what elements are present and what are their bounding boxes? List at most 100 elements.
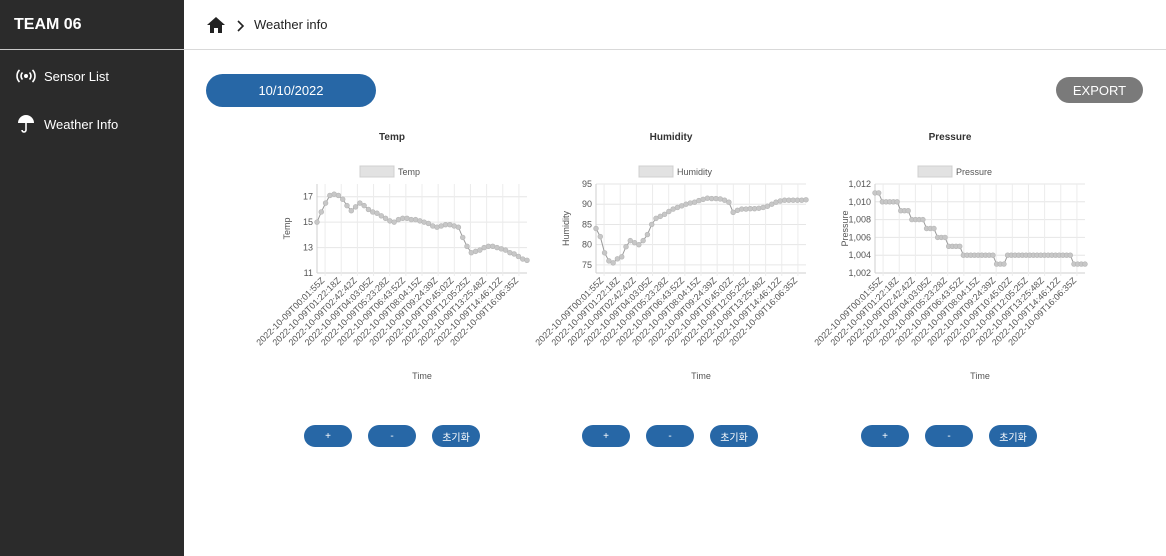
pressure-chart: Pressure Pressure 1,012 1,010 1,008 1,006 1,00… bbox=[812, 126, 1088, 386]
temp-data-point bbox=[314, 219, 320, 225]
sidebar-item-sensor-list[interactable]: Sensor List bbox=[0, 52, 184, 100]
humidity-data-point bbox=[597, 233, 603, 240]
temp-data-point bbox=[318, 209, 324, 215]
pressure-data-point bbox=[957, 243, 963, 250]
y-tick-label: 1,010 bbox=[848, 197, 871, 207]
temp-data-point bbox=[515, 253, 522, 260]
sidebar-item-label: Sensor List bbox=[44, 68, 110, 84]
x-axis-label: Time bbox=[691, 371, 711, 381]
chart-svg: HumidityHumidity95908580752022-10-09T00:… bbox=[533, 132, 809, 381]
temp-data-point bbox=[357, 200, 363, 206]
temp-chart: Temp Temp 17 15 13 11 2022-10-09T00:01:55Z 2022… bbox=[254, 126, 530, 386]
y-tick-label: 1,006 bbox=[848, 232, 871, 242]
humidity-data-point bbox=[803, 197, 809, 203]
humidity-data-point bbox=[653, 215, 659, 222]
pressure-data-point bbox=[1001, 261, 1007, 267]
y-tick-label: 90 bbox=[582, 199, 592, 209]
temp-data-point bbox=[340, 196, 346, 202]
y-tick-label: 1,008 bbox=[848, 215, 871, 225]
pressure-data-point bbox=[894, 199, 900, 205]
humidity-reset-button[interactable]: 초기화 bbox=[710, 425, 758, 447]
temp-data-point bbox=[502, 247, 509, 253]
date-picker-button[interactable]: 10/10/2022 bbox=[206, 74, 376, 107]
export-button[interactable]: EXPORT bbox=[1056, 77, 1143, 103]
home-icon[interactable] bbox=[206, 15, 226, 35]
legend-label: Temp bbox=[398, 167, 420, 177]
humidity-data-point bbox=[726, 199, 732, 205]
temp-data-point bbox=[344, 202, 350, 209]
y-tick-label: 13 bbox=[303, 243, 313, 253]
humidity-data-point bbox=[661, 211, 668, 218]
sidebar-item-weather-info[interactable]: Weather Info bbox=[0, 100, 184, 148]
humidity-data-point bbox=[657, 213, 663, 220]
chart-svg: TempTemp171513112022-10-09T00:01:55Z2022… bbox=[254, 132, 530, 381]
humidity-data-point bbox=[666, 208, 672, 215]
sidebar: TEAM 06 Sensor List Weather Info bbox=[0, 0, 184, 556]
y-tick-label: 1,004 bbox=[848, 250, 871, 260]
pressure-zoom-out-button[interactable]: - bbox=[925, 425, 973, 447]
temp-data-point bbox=[524, 257, 530, 263]
sidebar-item-label: Weather Info bbox=[44, 116, 119, 132]
humidity-data-point bbox=[777, 198, 783, 204]
pressure-data-point bbox=[990, 252, 996, 258]
pressure-data-point bbox=[1067, 252, 1073, 258]
legend-label: Humidity bbox=[677, 167, 713, 177]
y-axis-label: Pressure bbox=[840, 210, 850, 246]
temp-data-point bbox=[361, 202, 367, 209]
y-tick-label: 75 bbox=[582, 260, 592, 270]
temp-data-point bbox=[382, 215, 389, 222]
humidity-data-point bbox=[769, 201, 775, 207]
legend-label: Pressure bbox=[956, 167, 992, 177]
pressure-data-point bbox=[942, 234, 948, 241]
pressure-data-point bbox=[920, 216, 926, 223]
brand-title: TEAM 06 bbox=[0, 0, 184, 50]
humidity-data-point bbox=[623, 244, 629, 250]
humidity-data-point bbox=[601, 250, 608, 256]
humidity-data-point bbox=[606, 258, 612, 264]
chart-svg: Pressure Pressure 1,012 1,010 1,008 1,006 1,00… bbox=[812, 132, 1088, 381]
x-axis-label: Time bbox=[970, 371, 990, 381]
humidity-chart-title: Humidity bbox=[650, 132, 693, 143]
temp-data-point bbox=[460, 234, 466, 241]
y-tick-label: 1,002 bbox=[848, 268, 871, 278]
temp-data-point bbox=[477, 247, 483, 253]
humidity-zoom-out-button[interactable]: - bbox=[646, 425, 694, 447]
temp-data-point bbox=[425, 220, 432, 227]
temp-chart-title: Temp bbox=[379, 132, 405, 143]
pressure-zoom-in-button[interactable]: + bbox=[861, 425, 909, 447]
humidity-data-point bbox=[631, 239, 638, 246]
humidity-data-point bbox=[756, 205, 762, 211]
temp-zoom-in-button[interactable]: + bbox=[304, 425, 352, 447]
y-tick-label: 15 bbox=[303, 217, 313, 227]
sensor-broadcast-icon bbox=[16, 66, 36, 86]
y-tick-label: 85 bbox=[582, 219, 592, 229]
temp-data-point bbox=[348, 207, 354, 214]
humidity-data-point bbox=[644, 231, 651, 238]
temp-data-point bbox=[352, 204, 359, 210]
breadcrumb: Weather info bbox=[184, 0, 1166, 50]
pressure-chart-title: Pressure bbox=[929, 132, 972, 143]
pressure-data-point bbox=[875, 190, 882, 196]
temp-data-point bbox=[322, 200, 329, 206]
temp-data-point bbox=[464, 243, 470, 250]
y-axis-label: Humidity bbox=[561, 211, 571, 247]
y-tick-label: 11 bbox=[304, 268, 313, 278]
temp-zoom-out-button[interactable]: - bbox=[368, 425, 416, 447]
humidity-zoom-in-button[interactable]: + bbox=[582, 425, 630, 447]
legend-swatch bbox=[638, 165, 674, 178]
humidity-data-point bbox=[649, 221, 655, 228]
pressure-reset-button[interactable]: 초기화 bbox=[989, 425, 1037, 447]
y-tick-label: 1,012 bbox=[848, 179, 871, 189]
temp-reset-button[interactable]: 초기화 bbox=[432, 425, 480, 447]
breadcrumb-current: Weather info bbox=[254, 17, 328, 32]
humidity-data-point bbox=[721, 197, 728, 203]
legend-swatch bbox=[917, 165, 953, 178]
y-tick-label: 17 bbox=[303, 192, 313, 202]
pressure-data-point bbox=[931, 225, 937, 232]
temp-data-point bbox=[391, 219, 397, 225]
humidity-data-point bbox=[730, 209, 736, 216]
humidity-data-point bbox=[610, 260, 616, 266]
temp-data-point bbox=[335, 192, 342, 199]
humidity-chart: Humidity Humidity 95 90 85 80 75 2022-10-09T00:… bbox=[533, 126, 809, 386]
chevron-right-icon bbox=[236, 19, 246, 32]
